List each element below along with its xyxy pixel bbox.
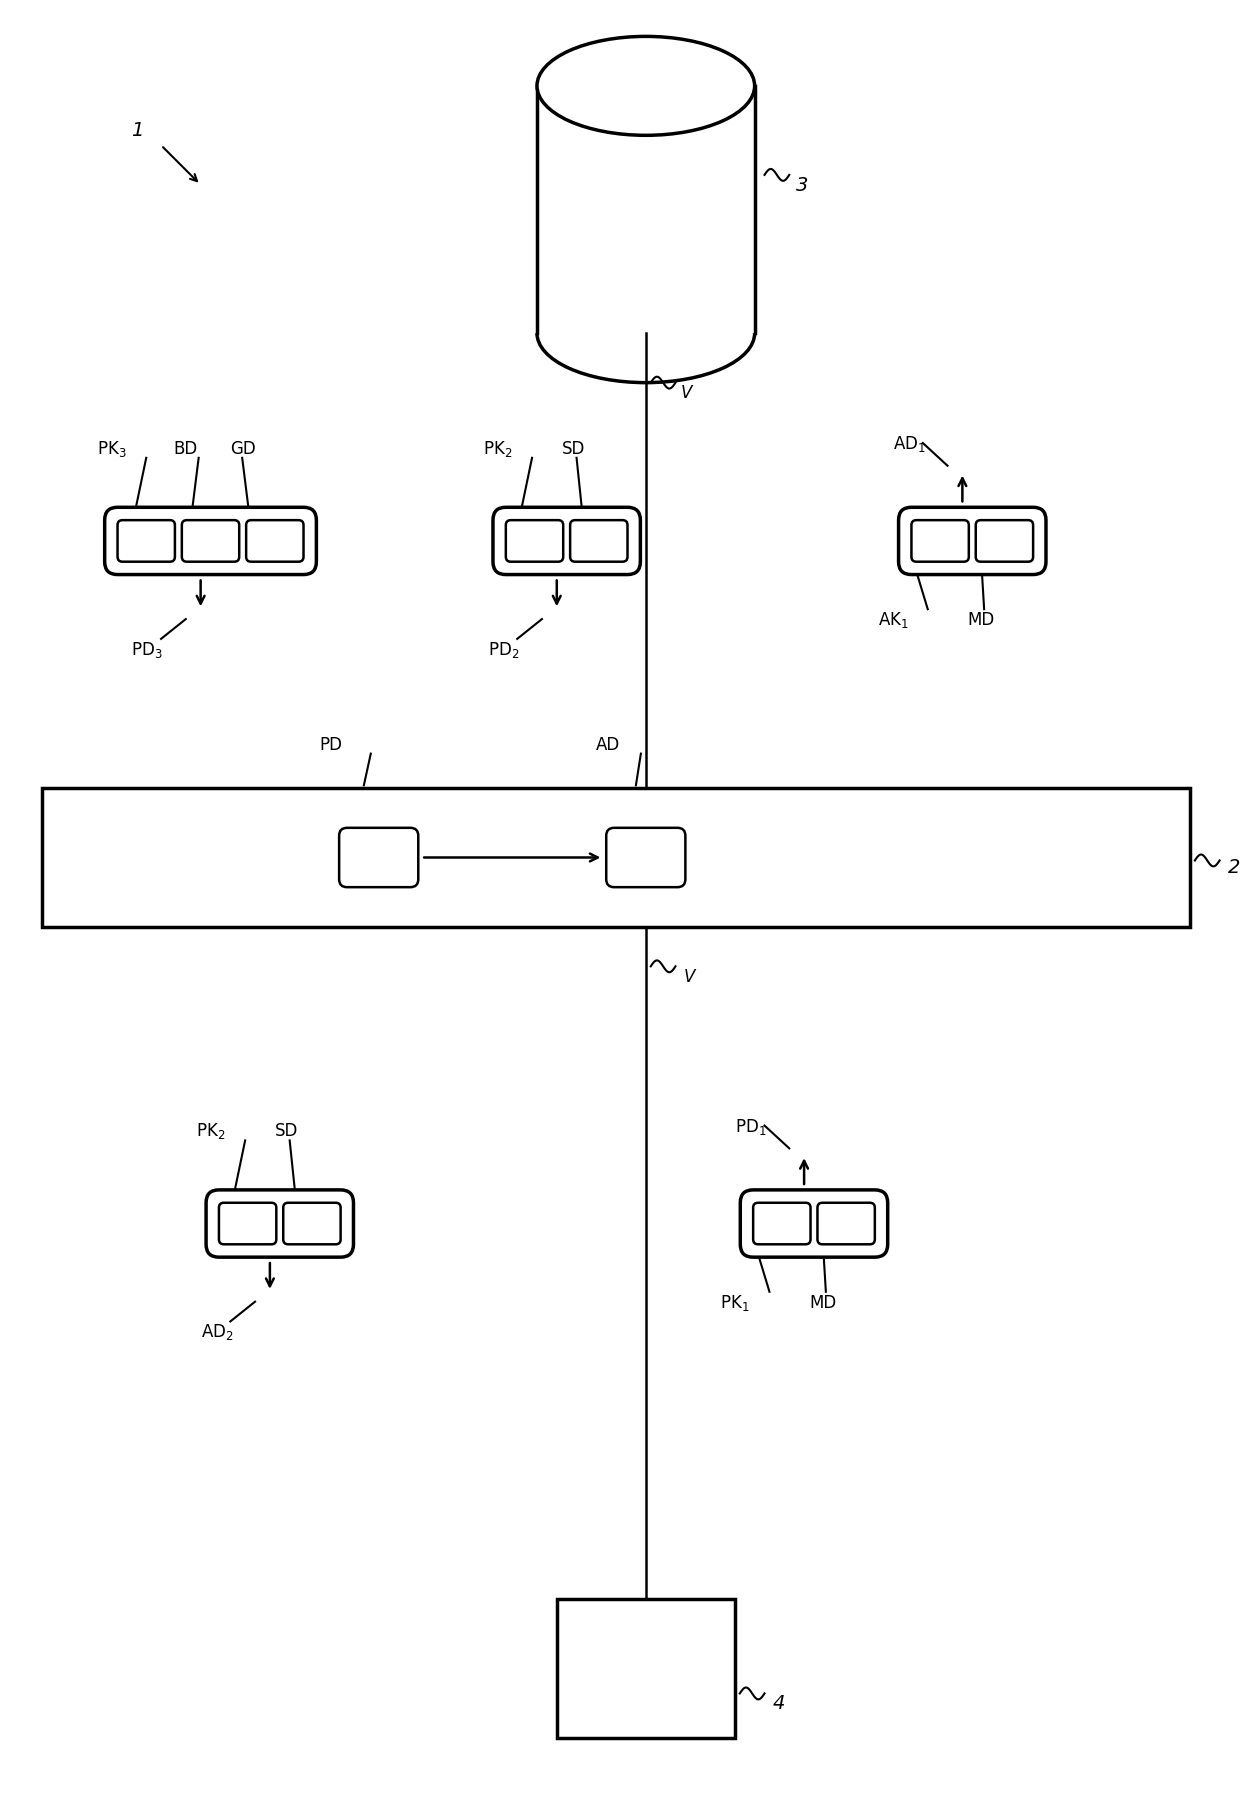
Text: 2: 2 xyxy=(1228,858,1240,876)
FancyBboxPatch shape xyxy=(753,1203,811,1245)
Text: AD: AD xyxy=(596,735,620,754)
Text: PD$_2$: PD$_2$ xyxy=(487,640,518,660)
Text: GD: GD xyxy=(231,439,257,457)
Bar xyxy=(537,87,755,334)
FancyBboxPatch shape xyxy=(976,520,1033,562)
Text: SD: SD xyxy=(275,1122,298,1140)
FancyBboxPatch shape xyxy=(606,828,686,887)
Text: V: V xyxy=(683,967,694,985)
FancyBboxPatch shape xyxy=(104,508,316,575)
Text: PK$_2$: PK$_2$ xyxy=(196,1120,224,1140)
Text: AK$_1$: AK$_1$ xyxy=(878,609,909,629)
Text: V: V xyxy=(681,385,692,403)
Text: 4: 4 xyxy=(773,1693,785,1713)
Text: PD: PD xyxy=(320,735,342,754)
Text: BD: BD xyxy=(172,439,197,457)
Text: MD: MD xyxy=(967,611,994,629)
FancyBboxPatch shape xyxy=(911,520,968,562)
Bar xyxy=(42,790,1190,927)
Text: PD$_1$: PD$_1$ xyxy=(735,1117,766,1137)
Text: PK$_3$: PK$_3$ xyxy=(97,439,126,459)
FancyBboxPatch shape xyxy=(899,508,1047,575)
Text: PK$_2$: PK$_2$ xyxy=(482,439,512,459)
Text: MD: MD xyxy=(808,1294,836,1310)
Text: AD$_1$: AD$_1$ xyxy=(893,434,926,454)
FancyBboxPatch shape xyxy=(494,508,640,575)
FancyBboxPatch shape xyxy=(570,520,627,562)
Text: PD$_3$: PD$_3$ xyxy=(131,640,162,660)
FancyBboxPatch shape xyxy=(247,520,304,562)
Ellipse shape xyxy=(537,38,755,136)
Text: PK$_1$: PK$_1$ xyxy=(720,1292,749,1312)
Bar xyxy=(557,1599,735,1738)
FancyBboxPatch shape xyxy=(219,1203,277,1245)
FancyBboxPatch shape xyxy=(817,1203,875,1245)
FancyBboxPatch shape xyxy=(740,1191,888,1258)
Text: 1: 1 xyxy=(131,121,144,141)
Text: AD$_2$: AD$_2$ xyxy=(201,1321,233,1341)
FancyBboxPatch shape xyxy=(339,828,418,887)
Text: SD: SD xyxy=(562,439,585,457)
FancyBboxPatch shape xyxy=(182,520,239,562)
FancyBboxPatch shape xyxy=(506,520,563,562)
FancyBboxPatch shape xyxy=(206,1191,353,1258)
FancyBboxPatch shape xyxy=(283,1203,341,1245)
FancyBboxPatch shape xyxy=(118,520,175,562)
Text: 3: 3 xyxy=(796,175,808,195)
